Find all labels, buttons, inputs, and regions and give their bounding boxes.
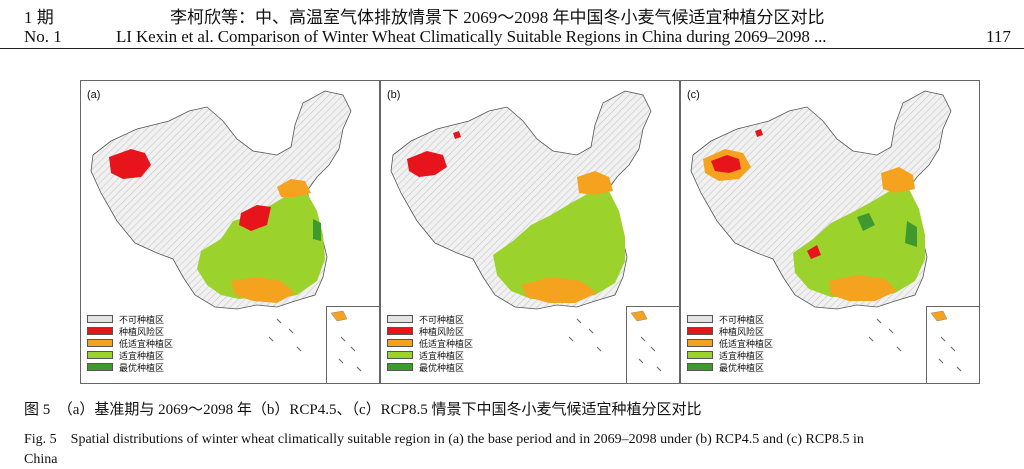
map-legend-a: 不可种植区 种植风险区 低适宜种植区 适宜种植区 最优种植区 <box>87 313 173 374</box>
map-legend-b: 不可种植区 种植风险区 低适宜种植区 适宜种植区 最优种植区 <box>387 313 473 374</box>
china-map-c <box>690 90 952 352</box>
figure-caption-en-continued: China <box>24 452 58 467</box>
map-legend-c: 不可种植区 种植风险区 低适宜种植区 适宜种植区 最优种植区 <box>687 313 773 374</box>
low-suitability-north <box>577 171 613 195</box>
legend-item-suitable: 适宜种植区 <box>387 349 473 362</box>
panel-label-c: (c) <box>687 89 700 101</box>
legend-swatch <box>387 315 413 323</box>
china-map-b <box>390 90 652 352</box>
legend-swatch <box>87 327 113 335</box>
risk-zone-small <box>453 131 461 139</box>
low-suitability-zone <box>829 275 897 301</box>
legend-item-low: 低适宜种植区 <box>87 337 173 350</box>
low-suitability-north <box>881 167 915 193</box>
figure-5-maps: (a) 不可种植区 种植风险区 低适宜种植区 适宜种植区 最优种植区 <box>80 80 980 384</box>
risk-zone-north <box>239 205 271 231</box>
legend-item-unplantable: 不可种植区 <box>387 313 473 326</box>
legend-item-suitable: 适宜种植区 <box>87 349 173 362</box>
optimal-zone-east <box>905 221 917 247</box>
running-header-cn: 1 期 李柯欣等：中、高温室气体排放情景下 2069～2098 年中国冬小麦气候… <box>0 0 1024 27</box>
legend-item-unplantable: 不可种植区 <box>87 313 173 326</box>
suitable-zone <box>493 191 625 299</box>
south-china-sea-islands <box>568 318 602 352</box>
map-panel-a: (a) 不可种植区 种植风险区 低适宜种植区 适宜种植区 最优种植区 <box>80 80 380 384</box>
legend-swatch <box>87 339 113 347</box>
risk-zone-xinjiang <box>109 149 151 179</box>
figure-caption-en: Fig. 5 Spatial distributions of winter w… <box>24 432 864 447</box>
issue-number-cn: 1 期 <box>24 8 54 27</box>
low-suitability-zone <box>231 277 295 303</box>
legend-swatch <box>687 339 713 347</box>
suitable-zone <box>793 189 925 297</box>
suitable-zone <box>197 193 325 299</box>
south-china-sea-inset <box>626 306 679 383</box>
risk-zone-south <box>807 245 821 259</box>
article-title-en: LI Kexin et al. Comparison of Winter Whe… <box>116 27 827 46</box>
legend-swatch <box>687 315 713 323</box>
risk-zone-xinjiang <box>407 151 447 177</box>
south-china-sea-inset <box>926 306 979 383</box>
legend-swatch <box>687 363 713 371</box>
map-panel-c: (c) 不可种植区 种植风险区 低适宜种植区 适宜种植区 最优种植区 <box>680 80 980 384</box>
page-number: 117 <box>986 27 1011 46</box>
south-china-sea-inset <box>326 306 379 383</box>
legend-item-optimal: 最优种植区 <box>687 361 773 374</box>
issue-number-en: No. 1 <box>24 27 62 46</box>
legend-swatch <box>687 351 713 359</box>
legend-swatch <box>87 351 113 359</box>
low-suitability-north <box>277 179 311 197</box>
legend-swatch <box>387 339 413 347</box>
map-panel-b: (b) 不可种植区 种植风险区 低适宜种植区 适宜种植区 最优种植区 <box>380 80 680 384</box>
article-title-cn: 李柯欣等：中、高温室气体排放情景下 2069～2098 年中国冬小麦气候适宜种植… <box>170 8 825 27</box>
legend-item-suitable: 适宜种植区 <box>687 349 773 362</box>
south-china-sea-islands <box>268 318 302 352</box>
legend-item-optimal: 最优种植区 <box>87 361 173 374</box>
optimal-zone-north <box>857 213 875 231</box>
risk-zone-xinjiang <box>711 155 741 173</box>
low-suitability-zone <box>521 277 597 303</box>
figure-caption-cn: 图 5 （a）基准期与 2069～2098 年（b）RCP4.5、（c）RCP8… <box>24 402 702 418</box>
risk-zone-small <box>755 129 763 137</box>
legend-swatch <box>687 327 713 335</box>
south-china-sea-islands <box>868 318 902 352</box>
legend-swatch <box>87 363 113 371</box>
legend-item-risk: 种植风险区 <box>87 325 173 338</box>
legend-swatch <box>387 327 413 335</box>
legend-swatch <box>87 315 113 323</box>
legend-swatch <box>387 351 413 359</box>
legend-item-low: 低适宜种植区 <box>387 337 473 350</box>
running-header-en: No. 1 LI Kexin et al. Comparison of Wint… <box>0 24 1024 49</box>
legend-swatch <box>387 363 413 371</box>
legend-item-low: 低适宜种植区 <box>687 337 773 350</box>
china-map-a <box>90 90 352 352</box>
optimal-zone <box>313 219 321 241</box>
legend-item-unplantable: 不可种植区 <box>687 313 773 326</box>
panel-label-b: (b) <box>387 89 401 101</box>
legend-item-risk: 种植风险区 <box>687 325 773 338</box>
legend-item-optimal: 最优种植区 <box>387 361 473 374</box>
legend-item-risk: 种植风险区 <box>387 325 473 338</box>
panel-label-a: (a) <box>87 89 101 101</box>
